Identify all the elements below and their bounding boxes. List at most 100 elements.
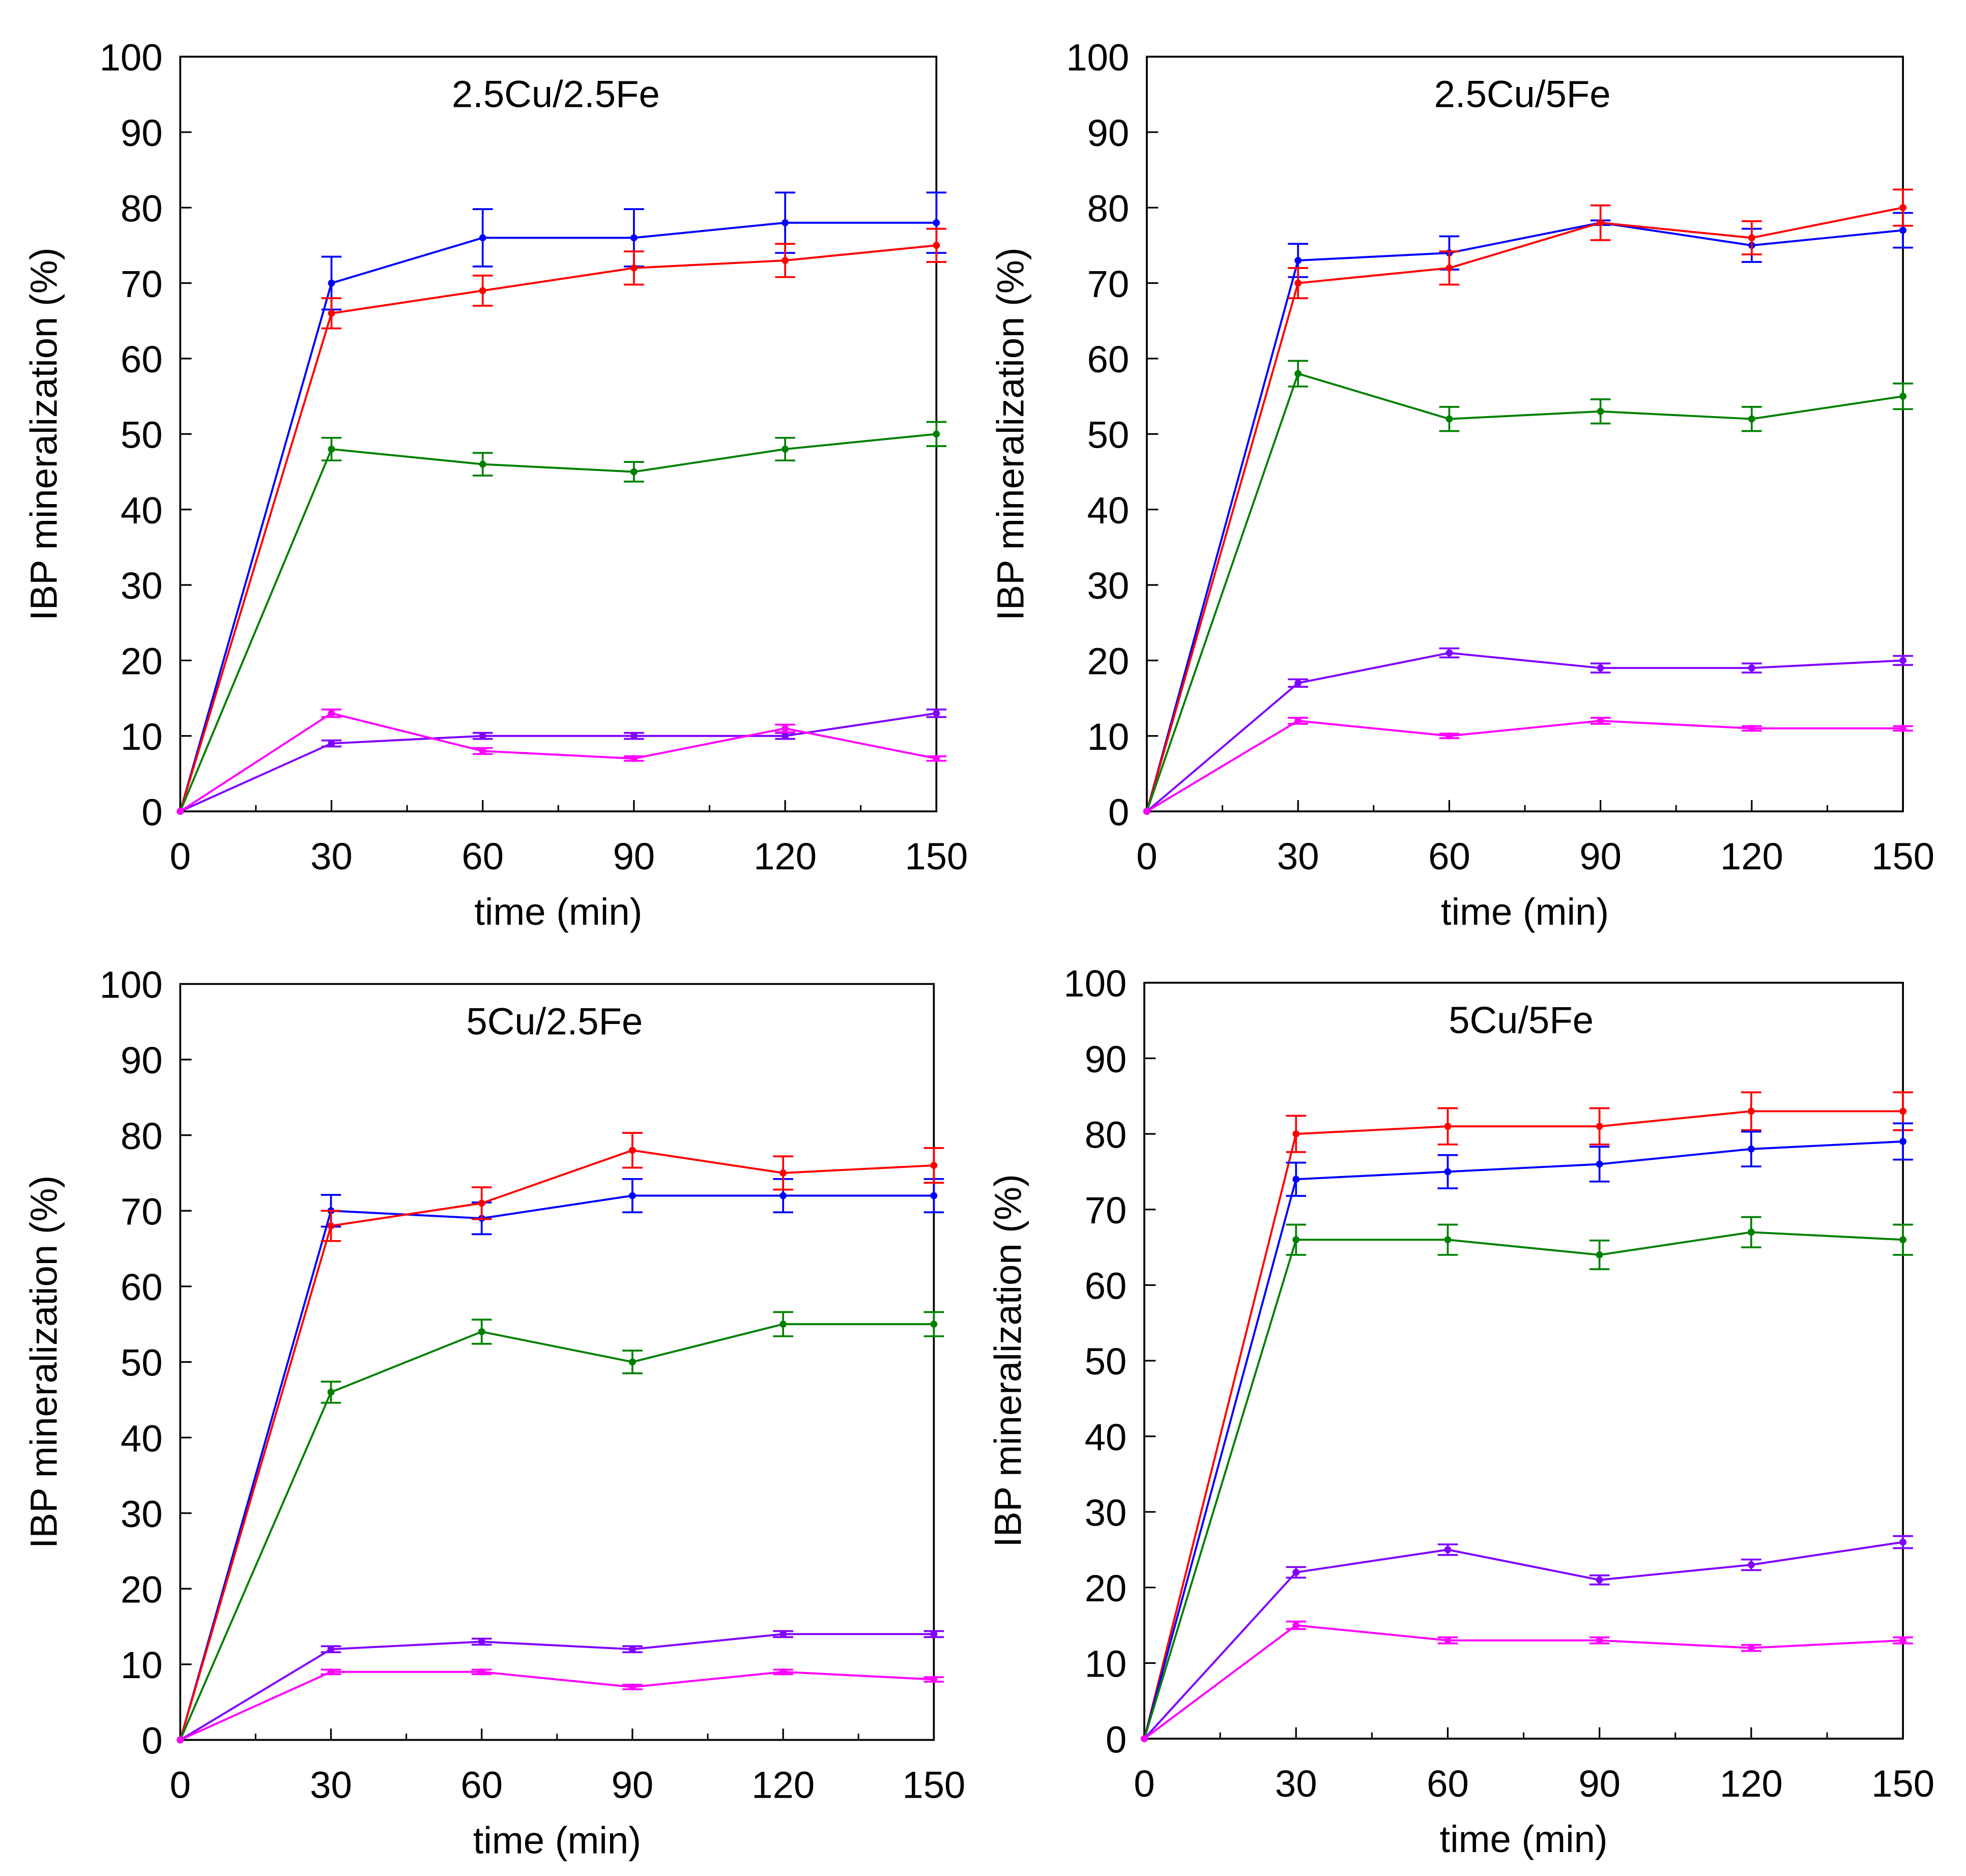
data-point (1597, 664, 1604, 672)
x-tick-label: 120 (1720, 1763, 1783, 1805)
y-tick-label: 90 (1087, 112, 1130, 154)
series-blue (177, 1178, 944, 1744)
x-tick-label: 150 (1871, 835, 1934, 877)
y-axis-label: IBP mineralization (%) (23, 1176, 65, 1549)
data-point (1141, 1735, 1148, 1742)
data-point (1899, 204, 1907, 212)
series-red (177, 227, 947, 815)
series-line (179, 1194, 934, 1741)
data-point (1294, 257, 1302, 264)
y-axis-label: IBP mineralization (%) (987, 1174, 1029, 1547)
data-point (1445, 415, 1453, 423)
series-purple (1141, 1535, 1913, 1742)
x-tick-label: 120 (1720, 835, 1783, 877)
y-tick-label: 70 (1085, 1189, 1127, 1232)
y-tick-label: 30 (121, 1493, 163, 1535)
x-axis-label: time (min) (1439, 1818, 1607, 1860)
data-point (1294, 370, 1302, 377)
data-point (1444, 1236, 1452, 1244)
data-point (1899, 724, 1907, 732)
y-tick-label: 0 (1106, 1718, 1126, 1761)
data-point (328, 446, 335, 453)
data-point (1294, 679, 1302, 687)
series-line (179, 1149, 934, 1741)
data-point (1445, 264, 1453, 272)
y-tick-label: 60 (1085, 1265, 1127, 1307)
data-point (629, 1192, 636, 1199)
data-point (478, 1328, 485, 1335)
y-tick-label: 70 (121, 263, 163, 305)
series-green (1143, 360, 1913, 815)
data-point (1444, 1168, 1452, 1176)
data-point (1747, 1145, 1755, 1153)
data-point (1747, 1107, 1755, 1115)
y-tick-label: 60 (121, 338, 163, 380)
data-point (629, 1147, 636, 1154)
series-purple (177, 1630, 944, 1744)
x-tick-label: 90 (612, 1764, 654, 1806)
y-tick-label: 30 (121, 565, 163, 607)
series-line (1146, 720, 1903, 812)
x-tick-label: 90 (1578, 1763, 1621, 1805)
data-point (1444, 1636, 1452, 1644)
plot-frame (179, 983, 935, 1741)
x-tick-label: 90 (1579, 835, 1622, 877)
series-magenta (1143, 717, 1913, 815)
chart-panel-3: 0 30 60 90 120 150 0 10 20 30 40 50 60 70 80 90 100 time … (23, 964, 966, 1862)
series-green (1141, 1216, 1913, 1742)
data-point (930, 1321, 938, 1328)
y-tick-label: 80 (121, 187, 163, 229)
x-tick-label: 150 (1871, 1763, 1934, 1805)
chart-panel-2: 0 30 60 90 120 150 0 10 20 30 40 50 60 70 80 90 100 time … (989, 37, 1934, 933)
data-point (1747, 1561, 1755, 1569)
data-point (1899, 226, 1907, 234)
y-axis-label: IBP mineralization (%) (989, 247, 1031, 621)
data-point (1596, 1251, 1603, 1258)
y-tick-label: 0 (141, 1720, 162, 1762)
series-line (1146, 207, 1903, 812)
data-point (933, 755, 940, 763)
y-tick-label: 40 (1085, 1416, 1127, 1458)
data-point (479, 234, 486, 242)
x-tick-label: 60 (461, 835, 504, 877)
data-point (629, 1358, 636, 1366)
data-point (1596, 1123, 1603, 1130)
data-point (1294, 279, 1302, 287)
data-point (779, 1192, 787, 1199)
series-blue (1141, 1122, 1913, 1742)
data-point (327, 1668, 335, 1676)
plot-frame (179, 55, 938, 812)
panel-title: 5Cu/5Fe (1449, 999, 1594, 1041)
x-tick-label: 0 (170, 835, 191, 877)
y-tick-label: 10 (121, 1644, 163, 1686)
data-point (1292, 1236, 1300, 1244)
x-tick-label: 60 (460, 1764, 503, 1806)
series-line (179, 433, 937, 812)
data-point (630, 732, 638, 740)
y-tick-label: 100 (1063, 962, 1126, 1005)
data-point (1748, 415, 1755, 423)
chart-panel-4: 0 30 60 90 120 150 0 10 20 30 40 50 60 70 80 90 100 time … (987, 962, 1934, 1860)
y-tick-label: 10 (121, 716, 163, 758)
data-point (782, 219, 789, 226)
y-tick-label: 10 (1087, 716, 1130, 758)
x-tick-label: 0 (170, 1764, 191, 1806)
x-tick-label: 30 (310, 835, 353, 877)
series-purple (177, 708, 947, 815)
series-line (1143, 1110, 1903, 1739)
data-point (1292, 1622, 1300, 1629)
x-tick-label: 30 (1277, 835, 1319, 877)
data-point (630, 264, 638, 272)
data-point (933, 430, 940, 438)
y-tick-label: 20 (121, 640, 163, 683)
data-point (328, 740, 335, 747)
data-point (327, 1646, 335, 1653)
data-point (930, 1192, 938, 1199)
data-point (1596, 1636, 1603, 1644)
panel-title: 2.5Cu/2.5Fe (452, 73, 660, 115)
data-point (1899, 1636, 1907, 1644)
x-axis-label: time (min) (1441, 891, 1609, 933)
data-point (1899, 1138, 1907, 1145)
data-point (779, 1630, 787, 1638)
